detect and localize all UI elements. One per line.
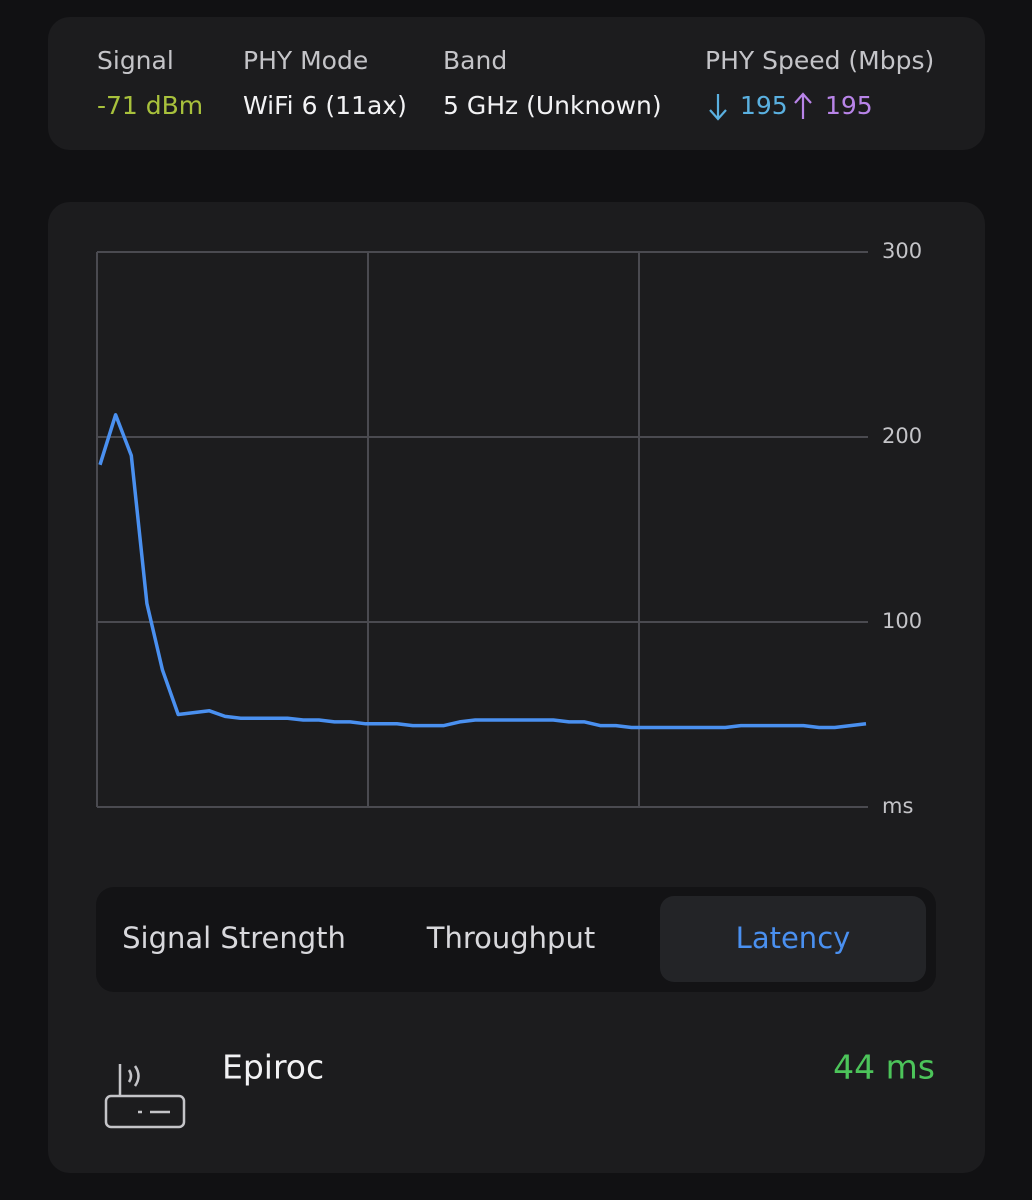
y-tick-label: 300 — [882, 239, 922, 263]
router-icon — [104, 1064, 186, 1129]
mode-value: WiFi 6 (11ax) — [243, 91, 407, 120]
device-latency: 44 ms — [833, 1048, 935, 1087]
signal-value: -71 dBm — [97, 91, 203, 120]
down-arrow — [709, 94, 727, 121]
band-value: 5 GHz (Unknown) — [443, 91, 662, 120]
tabs: Signal Strength Throughput Latency — [122, 896, 926, 982]
y-tick-label: 200 — [882, 424, 922, 448]
tab-active-bg — [660, 896, 926, 982]
tab[interactable]: Latency — [736, 921, 851, 955]
chart-card — [48, 202, 985, 1173]
y-tick-label: 100 — [882, 609, 922, 633]
speed-down: 195 — [740, 91, 788, 120]
tab[interactable]: Throughput — [426, 921, 595, 955]
signal-label: Signal — [97, 46, 174, 75]
mode-label: PHY Mode — [243, 46, 368, 75]
y-tick-label: ms — [882, 794, 913, 818]
tab[interactable]: Signal Strength — [122, 921, 346, 955]
band-label: Band — [443, 46, 507, 75]
up-arrow — [794, 92, 812, 119]
info-card — [48, 17, 985, 150]
device-name: Epiroc — [222, 1048, 324, 1087]
speed-up: 195 — [825, 91, 873, 120]
latency-line — [98, 413, 867, 730]
speed-label: PHY Speed (Mbps) — [705, 46, 934, 75]
plot: ms 100 200 300 — [96, 239, 922, 818]
